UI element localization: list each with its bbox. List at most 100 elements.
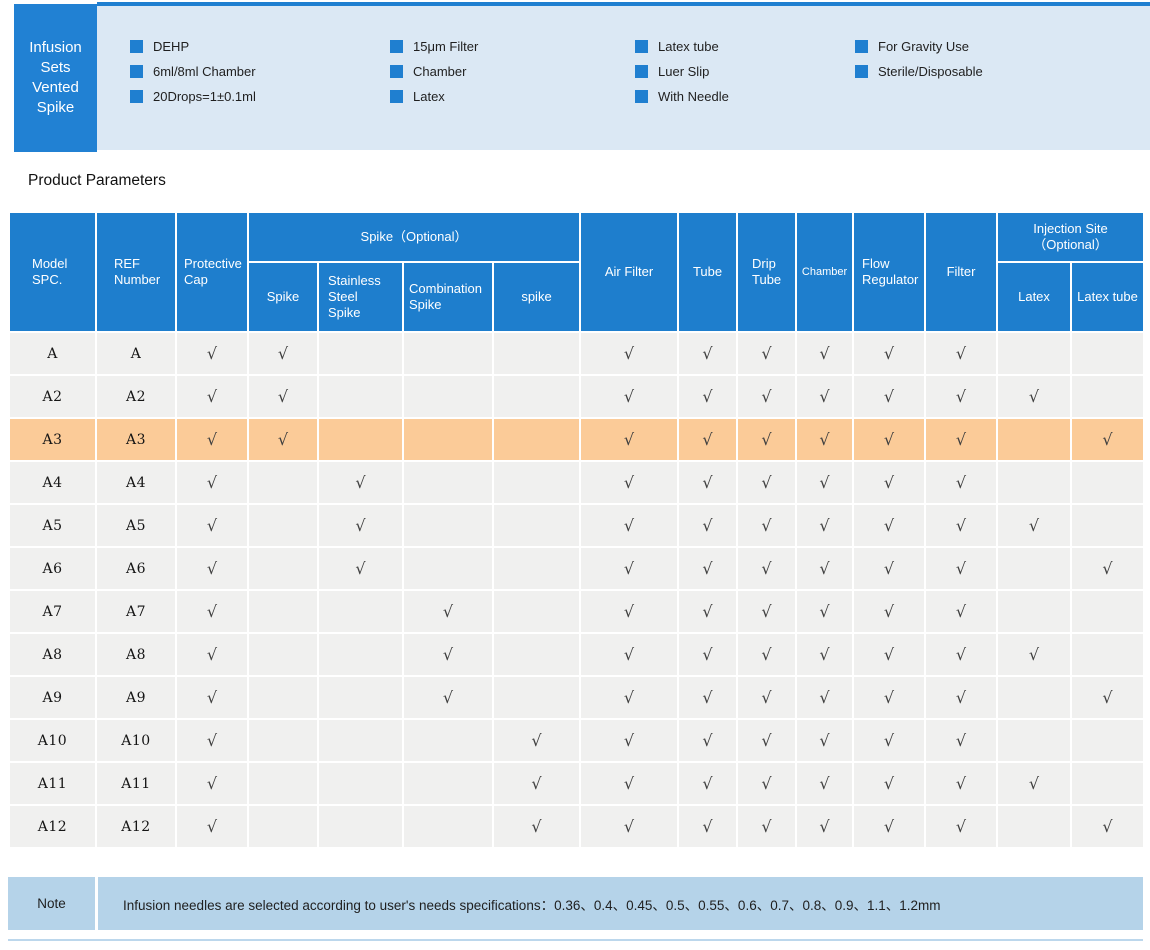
check-cell-filt: √ <box>924 675 999 720</box>
check-cell-drip: √ <box>736 417 798 462</box>
table-row-A4: A4 A4 √ √ √ √ √ √ √ √ <box>8 460 1146 505</box>
check-cell-spk <box>491 331 582 376</box>
table-row-A5: A5 A5 √ √ √ √ √ √ √ √ √ <box>8 503 1146 548</box>
check-cell-filt: √ <box>924 718 999 763</box>
feature-item: DEHP <box>130 39 256 54</box>
check-cell-spk <box>491 589 582 634</box>
check-cell-tube: √ <box>677 761 739 806</box>
group-header-injection-site: Injection Site （Optional） <box>996 211 1146 263</box>
col-header-spike: Spike <box>247 261 319 333</box>
check-cell-tube: √ <box>677 374 739 419</box>
check-cell-latex: √ <box>996 503 1073 548</box>
check-cell-filt: √ <box>924 374 999 419</box>
check-cell-air: √ <box>579 632 680 677</box>
check-cell-drip: √ <box>736 761 798 806</box>
check-cell-spike <box>247 632 319 677</box>
ref-cell: A11 <box>95 761 177 806</box>
feature-column-4: For Gravity Use Sterile/Disposable <box>855 39 983 89</box>
check-cell-cham: √ <box>795 331 855 376</box>
check-cell-cham: √ <box>795 589 855 634</box>
check-cell-cap: √ <box>175 417 249 462</box>
check-cell-air: √ <box>579 417 680 462</box>
check-cell-spk <box>491 460 582 505</box>
check-cell-cap: √ <box>175 632 249 677</box>
check-cell-cham: √ <box>795 503 855 548</box>
bullet-square-icon <box>390 64 403 78</box>
table-row-A9: A9 A9 √ √ √ √ √ √ √ √ √ <box>8 675 1146 720</box>
feature-label: 15μm Filter <box>413 38 479 54</box>
check-cell-ltube: √ <box>1070 546 1146 591</box>
check-cell-comb <box>402 460 494 505</box>
check-cell-tube: √ <box>677 503 739 548</box>
check-cell-flow: √ <box>852 417 927 462</box>
check-cell-air: √ <box>579 546 680 591</box>
model-cell: A6 <box>8 546 97 591</box>
bullet-square-icon <box>635 89 648 103</box>
check-cell-spike <box>247 503 319 548</box>
check-cell-latex <box>996 417 1073 462</box>
check-cell-drip: √ <box>736 460 798 505</box>
ref-cell: A10 <box>95 718 177 763</box>
check-cell-comb: √ <box>402 675 494 720</box>
check-cell-cham: √ <box>795 546 855 591</box>
table-row-A: A A √ √ √ √ √ √ √ √ <box>8 331 1146 376</box>
check-cell-spk <box>491 417 582 462</box>
check-cell-cham: √ <box>795 675 855 720</box>
bottom-divider <box>8 939 1143 941</box>
product-title: Infusion Sets Vented Spike <box>29 39 82 116</box>
check-cell-flow: √ <box>852 675 927 720</box>
feature-item: Latex <box>390 89 478 104</box>
check-cell-ss <box>317 417 404 462</box>
check-cell-drip: √ <box>736 503 798 548</box>
table-row-A8: A8 A8 √ √ √ √ √ √ √ √ √ <box>8 632 1146 677</box>
feature-item: Sterile/Disposable <box>855 64 983 79</box>
check-cell-latex <box>996 718 1073 763</box>
ref-cell: A5 <box>95 503 177 548</box>
check-cell-ss <box>317 675 404 720</box>
check-cell-filt: √ <box>924 589 999 634</box>
check-cell-ss: √ <box>317 546 404 591</box>
feature-column-2: 15μm Filter Chamber Latex <box>390 39 478 114</box>
check-cell-latex <box>996 460 1073 505</box>
check-cell-spk <box>491 632 582 677</box>
check-cell-latex: √ <box>996 632 1073 677</box>
check-cell-ltube <box>1070 632 1146 677</box>
check-cell-latex: √ <box>996 761 1073 806</box>
model-cell: A11 <box>8 761 97 806</box>
ref-cell: A <box>95 331 177 376</box>
ref-cell: A2 <box>95 374 177 419</box>
table-row-A10: A10 A10 √ √ √ √ √ √ √ √ <box>8 718 1146 763</box>
check-cell-air: √ <box>579 804 680 849</box>
check-cell-ss <box>317 331 404 376</box>
check-cell-comb <box>402 417 494 462</box>
note-row: Note Infusion needles are selected accor… <box>8 877 1143 930</box>
check-cell-spk <box>491 546 582 591</box>
check-cell-flow: √ <box>852 804 927 849</box>
col-header-combination-spike: Combination Spike <box>402 261 494 333</box>
model-cell: A <box>8 331 97 376</box>
check-cell-air: √ <box>579 589 680 634</box>
check-cell-cap: √ <box>175 331 249 376</box>
check-cell-spike <box>247 460 319 505</box>
check-cell-spike <box>247 546 319 591</box>
check-cell-drip: √ <box>736 675 798 720</box>
ref-cell: A9 <box>95 675 177 720</box>
check-cell-ltube: √ <box>1070 417 1146 462</box>
section-title: Product Parameters <box>28 172 166 189</box>
check-cell-comb <box>402 804 494 849</box>
check-cell-ltube <box>1070 374 1146 419</box>
ref-cell: A8 <box>95 632 177 677</box>
check-cell-ss: √ <box>317 503 404 548</box>
col-header-air-filter: Air Filter <box>579 211 680 333</box>
ref-cell: A6 <box>95 546 177 591</box>
model-cell: A12 <box>8 804 97 849</box>
bullet-square-icon <box>130 39 143 53</box>
note-text: Infusion needles are selected according … <box>98 877 1143 930</box>
check-cell-cham: √ <box>795 374 855 419</box>
check-cell-drip: √ <box>736 546 798 591</box>
check-cell-ltube <box>1070 718 1146 763</box>
check-cell-air: √ <box>579 503 680 548</box>
feature-label: 6ml/8ml Chamber <box>153 63 256 79</box>
check-cell-spk: √ <box>491 718 582 763</box>
col-header-ref-number: REF Number <box>95 211 177 333</box>
